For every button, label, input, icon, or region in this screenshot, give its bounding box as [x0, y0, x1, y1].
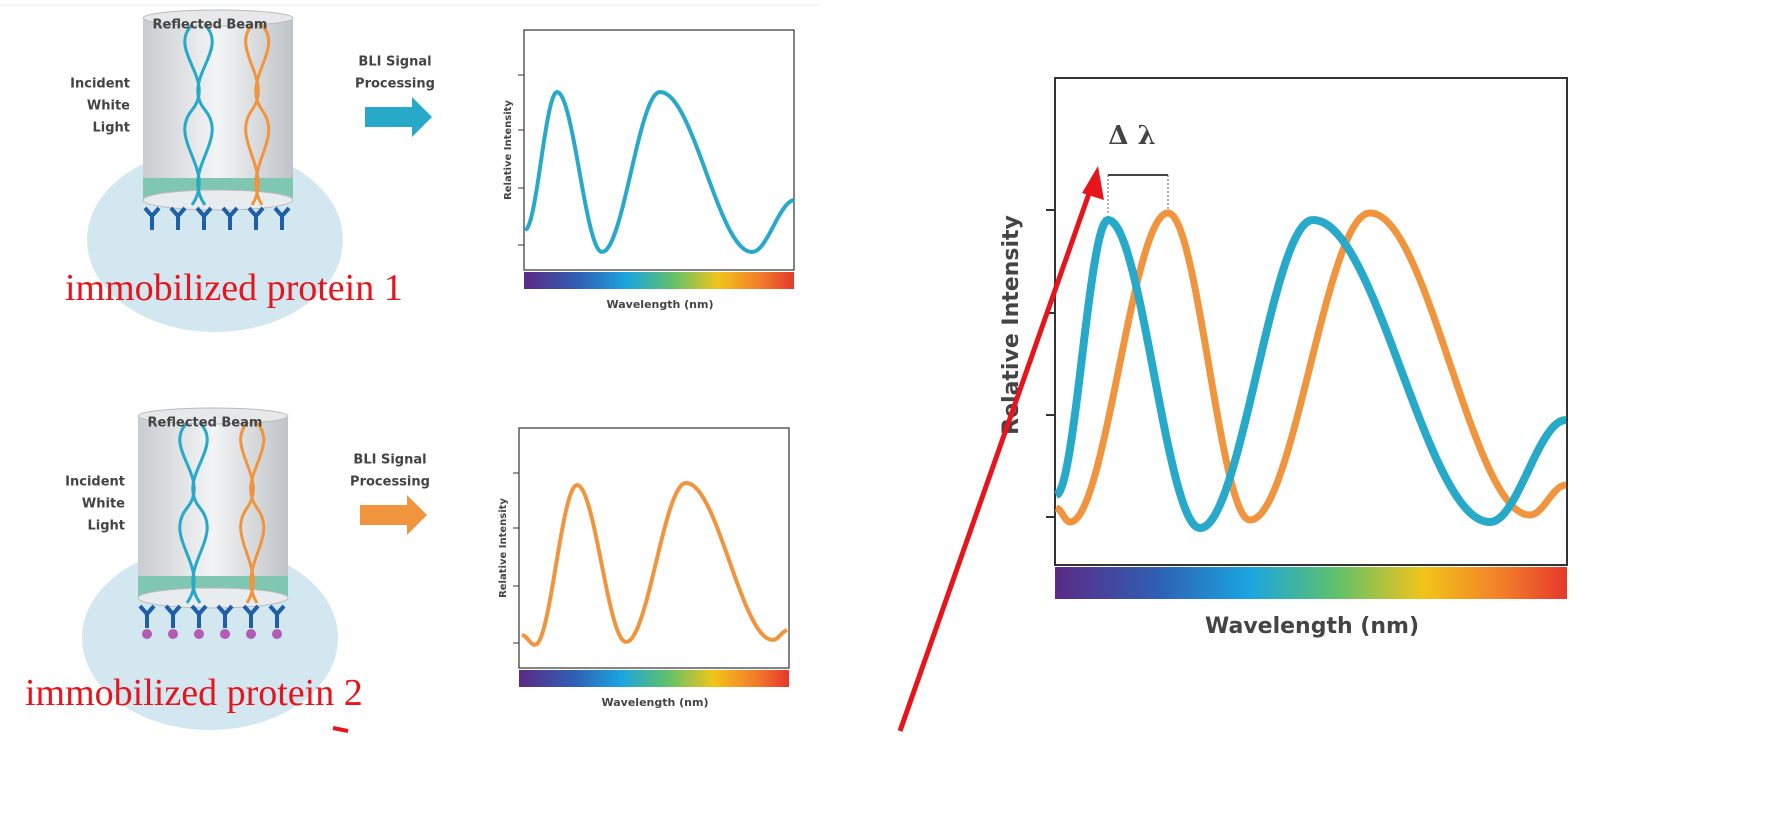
- tip-bottom: [137, 587, 289, 609]
- sensor-tip: [138, 416, 288, 596]
- processing-label: BLI Signal: [353, 453, 426, 468]
- analyte: [220, 629, 230, 639]
- protein: [169, 206, 187, 230]
- panel: Reflected Beam Incident White Light BLI Sign…: [25, 407, 790, 730]
- delta-label: Δ λ: [1108, 121, 1155, 151]
- protein: [216, 604, 234, 628]
- analyte: [194, 629, 204, 639]
- panel: Reflected Beam Incident White Light BLI Sign…: [65, 9, 795, 332]
- spectrum-bar: [1055, 567, 1567, 599]
- protein: [273, 206, 291, 230]
- protein: [268, 604, 286, 628]
- reflected-beam: [178, 421, 196, 604]
- analyte: [168, 629, 178, 639]
- pointer-head: [1082, 166, 1104, 200]
- protein: [190, 604, 208, 628]
- incident-label: Incident: [70, 77, 130, 92]
- spectrum-curve: [523, 89, 795, 255]
- protein: [143, 206, 161, 230]
- incident-label: Light: [92, 121, 130, 136]
- incident-label: White: [82, 497, 125, 512]
- blue-curve: [1054, 215, 1567, 533]
- orange-beam: [244, 24, 260, 206]
- process-arrow: [360, 495, 427, 535]
- incident-label: White: [87, 99, 130, 114]
- pointer-stub: [332, 726, 349, 733]
- spectrum-curve: [521, 480, 788, 648]
- tip-bottom: [142, 189, 294, 211]
- caption: immobilized protein 2: [25, 672, 363, 714]
- y-axis-label: Relative Intensity: [999, 215, 1024, 435]
- processing-label: BLI Signal: [358, 55, 431, 70]
- protein: [221, 206, 239, 230]
- caption: immobilized protein 1: [65, 267, 403, 309]
- pointer-arrow: [897, 184, 1095, 732]
- reflected-beam-label: Reflected Beam: [153, 18, 268, 33]
- processing-label: Processing: [350, 475, 430, 490]
- protein: [195, 206, 213, 230]
- orange-curve: [1054, 209, 1567, 526]
- protein: [247, 206, 265, 230]
- incident-label: Light: [87, 519, 125, 534]
- analyte: [142, 629, 152, 639]
- x-axis-label: Wavelength (nm): [1205, 614, 1419, 639]
- spectrum-bar: [519, 670, 789, 687]
- chart-frame: [518, 427, 790, 669]
- chart-frame: [523, 29, 795, 271]
- protein: [242, 604, 260, 628]
- x-axis-label: Wavelength (nm): [607, 298, 714, 311]
- analyte: [246, 629, 256, 639]
- protein: [138, 604, 156, 628]
- reflected-beam: [183, 23, 201, 206]
- protein: [164, 604, 182, 628]
- analyte: [272, 629, 282, 639]
- incident-label: Incident: [65, 475, 125, 490]
- spectrum-bar: [524, 272, 794, 289]
- orange-beam: [239, 422, 255, 604]
- y-axis-label: Relative Intensity: [498, 498, 509, 598]
- tip-top: [142, 9, 294, 27]
- tip-top: [137, 407, 289, 425]
- sensor-tip: [143, 18, 293, 198]
- reflected-beam-label: Reflected Beam: [148, 416, 263, 431]
- x-axis-label: Wavelength (nm): [602, 696, 709, 709]
- process-arrow: [365, 97, 432, 137]
- processing-label: Processing: [355, 77, 435, 92]
- y-axis-label: Relative Intensity: [503, 100, 514, 200]
